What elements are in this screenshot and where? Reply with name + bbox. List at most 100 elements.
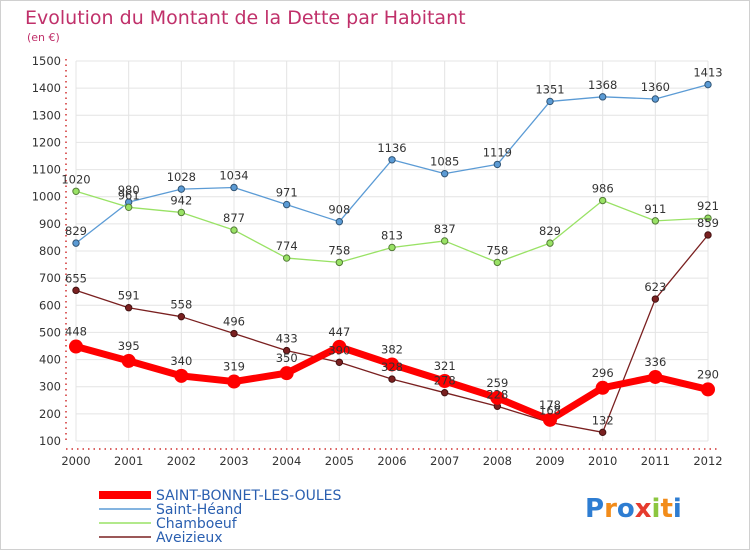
- x-tick-label: 2008: [483, 454, 512, 468]
- data-point: [121, 353, 136, 368]
- data-label: 591: [118, 289, 140, 303]
- data-label: 433: [276, 332, 298, 346]
- series-layer: [69, 80, 715, 437]
- data-label: 447: [328, 325, 350, 339]
- data-label: 296: [592, 366, 614, 380]
- x-tick-label: 2002: [167, 454, 196, 468]
- legend-label: Chamboeuf: [156, 516, 238, 532]
- data-label: 168: [539, 404, 561, 418]
- y-tick-label: 800: [39, 244, 61, 258]
- data-point: [124, 304, 133, 312]
- axis-layer: 100 200 300 400 500 600 700 800 900 1000 1100 1200 1…: [32, 54, 723, 468]
- data-label: 758: [486, 243, 508, 257]
- data-point: [546, 97, 554, 106]
- data-point: [230, 329, 238, 338]
- label-layer: 829 980 1028 1034 971 908 1136 1085 1119 1351 1368…: [61, 66, 722, 428]
- data-label: 829: [65, 224, 87, 238]
- data-point: [279, 366, 294, 381]
- data-label: 1020: [61, 172, 90, 186]
- y-tick-label: 400: [39, 353, 61, 367]
- y-tick-label: 700: [39, 271, 61, 285]
- data-label: 877: [223, 211, 245, 225]
- data-point: [72, 239, 80, 247]
- x-tick-label: 2006: [377, 454, 406, 468]
- data-label: 774: [276, 239, 298, 253]
- data-label: 448: [65, 325, 87, 339]
- chart-subtitle: (en €): [27, 31, 60, 44]
- data-label: 350: [276, 351, 298, 365]
- data-label: 655: [65, 271, 87, 285]
- data-point: [282, 346, 291, 355]
- data-label: 758: [328, 243, 350, 257]
- data-label: 961: [118, 188, 140, 202]
- data-point: [651, 217, 660, 225]
- x-tick-label: 2012: [693, 454, 722, 468]
- data-point: [440, 169, 449, 178]
- data-label: 1413: [693, 66, 722, 80]
- data-label: 395: [118, 339, 140, 353]
- data-point: [546, 239, 554, 247]
- data-label: 178: [539, 398, 561, 412]
- data-label: 1136: [377, 141, 406, 155]
- data-label: 859: [697, 216, 719, 230]
- data-label: 259: [486, 376, 508, 390]
- data-point: [227, 374, 241, 389]
- logo-text: Proxiti: [585, 494, 682, 524]
- x-tick-label: 2009: [535, 454, 564, 468]
- logo: Proxiti: [585, 494, 682, 524]
- x-tick-label: 2004: [272, 454, 301, 468]
- data-label: 290: [697, 367, 719, 381]
- y-tick-label: 300: [39, 380, 61, 394]
- y-tick-label: 1500: [32, 54, 61, 68]
- data-label: 1351: [535, 82, 564, 96]
- y-tick-label: 1200: [32, 135, 61, 149]
- data-label: 837: [434, 222, 456, 236]
- data-label: 382: [381, 342, 403, 356]
- y-tick-label: 600: [39, 298, 61, 312]
- data-point: [332, 339, 347, 354]
- y-tick-label: 900: [39, 217, 61, 231]
- y-tick-label: 500: [39, 325, 61, 339]
- data-point: [335, 217, 344, 226]
- data-point: [177, 312, 186, 321]
- data-point: [72, 286, 80, 295]
- data-point: [543, 412, 557, 427]
- data-point: [598, 93, 607, 101]
- data-point: [388, 156, 396, 164]
- data-label: 980: [118, 183, 140, 197]
- data-label: 1368: [588, 78, 617, 92]
- data-point: [598, 428, 607, 437]
- data-label: 623: [644, 280, 666, 294]
- data-label: 228: [486, 387, 508, 401]
- data-label: 390: [328, 343, 350, 357]
- data-label: 336: [644, 355, 666, 369]
- data-point: [704, 214, 712, 222]
- data-point: [440, 237, 449, 245]
- data-point: [282, 200, 291, 209]
- data-point: [174, 368, 189, 383]
- data-point: [335, 258, 344, 267]
- legend-label: SAINT-BONNET-LES-OULES: [156, 488, 342, 504]
- data-point: [388, 243, 396, 252]
- data-label: 340: [170, 354, 192, 368]
- data-point: [437, 374, 452, 389]
- data-label: 1034: [219, 168, 248, 182]
- data-label: 986: [592, 182, 614, 196]
- data-point: [490, 390, 505, 405]
- data-point: [282, 254, 291, 262]
- y-tick-label: 1300: [32, 108, 61, 122]
- data-point: [493, 258, 502, 267]
- x-tick-label: 2003: [219, 454, 248, 468]
- y-tick-label: 200: [39, 407, 61, 421]
- data-point: [230, 183, 238, 192]
- y-tick-label: 1000: [32, 190, 61, 204]
- data-point: [598, 196, 607, 205]
- data-point: [124, 203, 133, 212]
- data-point: [69, 339, 83, 354]
- data-point: [704, 231, 712, 239]
- data-label: 813: [381, 228, 403, 242]
- data-point: [177, 208, 186, 217]
- data-point: [701, 382, 715, 397]
- data-label: 1028: [167, 170, 196, 184]
